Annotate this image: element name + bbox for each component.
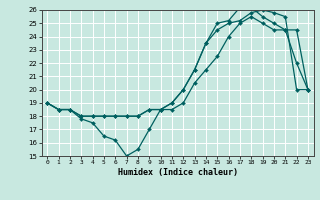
- X-axis label: Humidex (Indice chaleur): Humidex (Indice chaleur): [118, 168, 237, 177]
